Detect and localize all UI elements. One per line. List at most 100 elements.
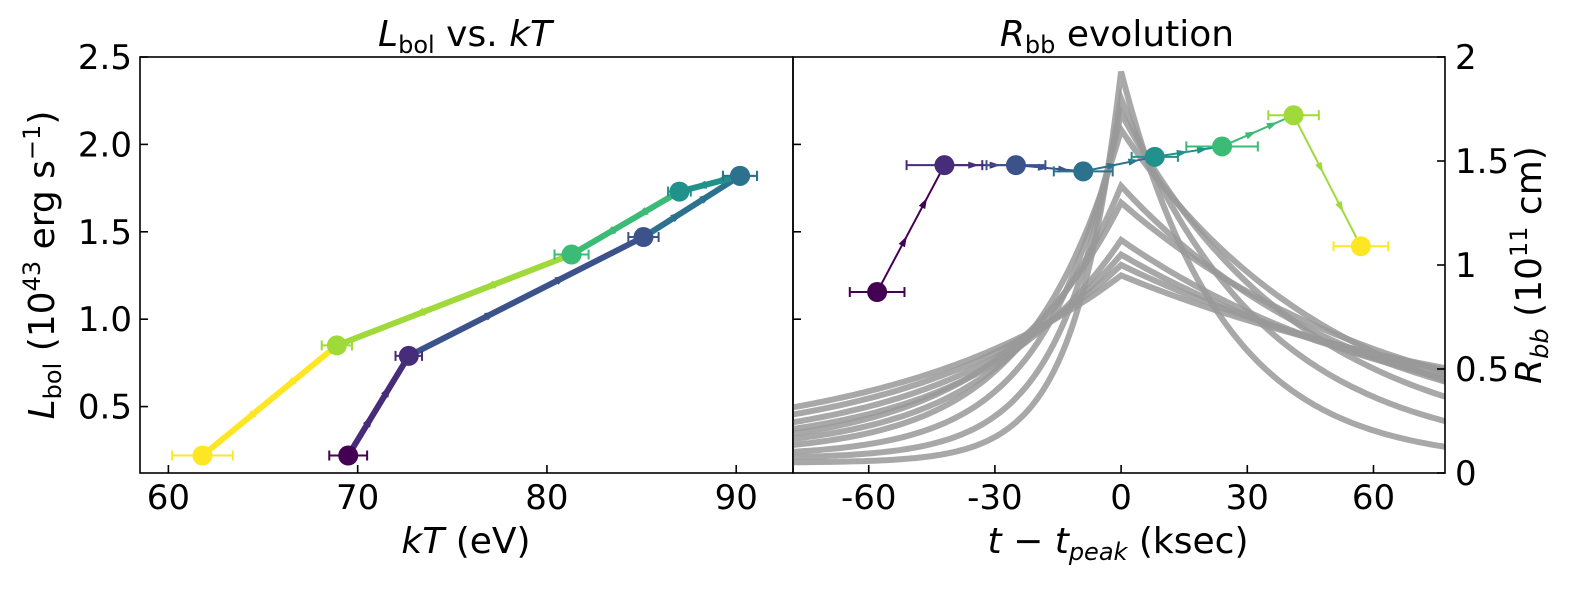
right-connector-arrow xyxy=(1176,149,1188,157)
left-axes-frame xyxy=(139,56,794,474)
right-xlabel-rest: (ksec) xyxy=(1127,521,1248,562)
left-data-point xyxy=(669,181,690,202)
left-series-segment xyxy=(676,172,744,195)
left-series-arrow xyxy=(603,226,617,237)
right-title-rest: evolution xyxy=(1055,14,1234,55)
right-gray-model-curve xyxy=(793,197,1445,437)
left-data-point xyxy=(338,445,359,466)
right-data-point xyxy=(867,282,888,303)
right-xlabel-t2: t xyxy=(1055,521,1071,562)
right-connector-line xyxy=(1221,114,1294,148)
left-y-tick-label: 1.5 xyxy=(78,213,132,253)
left-series-arrow xyxy=(635,207,649,218)
left-y-tick-label: 0.5 xyxy=(78,388,132,428)
right-y-tick-label: 1.5 xyxy=(1455,142,1509,182)
right-connector-line xyxy=(1292,114,1362,247)
right-x-tick-label: 60 xyxy=(1352,478,1395,518)
left-series-segment xyxy=(345,352,412,459)
left-data-point xyxy=(730,165,751,186)
right-ylabel-sub: bb xyxy=(1526,328,1554,358)
left-ylabel-rest2: erg s xyxy=(22,160,63,261)
left-ylabel-rest3: ) xyxy=(22,111,63,125)
right-data-point xyxy=(934,155,955,176)
left-x-tick-label: 60 xyxy=(147,478,190,518)
right-data-point xyxy=(1350,236,1371,257)
left-series-arrow xyxy=(482,280,497,289)
right-connector-line xyxy=(1015,164,1084,173)
right-x-tick-label: -30 xyxy=(967,478,1023,518)
right-xlabel-sub: peak xyxy=(1068,538,1129,566)
left-title-rest: vs. xyxy=(435,14,509,55)
right-data-point xyxy=(1005,155,1026,176)
right-y-tick-label: 2 xyxy=(1455,38,1477,78)
right-data-point xyxy=(1144,146,1165,167)
right-xlabel-t: t xyxy=(988,521,1004,562)
right-y-axis-label: Rbb (1011 cm) xyxy=(1505,146,1554,384)
right-x-tick-label: -60 xyxy=(841,478,897,518)
right-connector-line xyxy=(1154,145,1223,158)
right-title-main: R xyxy=(1000,14,1025,55)
left-ylabel-sup1: 43 xyxy=(18,261,46,292)
right-x-tick-label: 0 xyxy=(1110,478,1132,518)
right-title-sub: bb xyxy=(1025,31,1055,59)
left-series-arrow xyxy=(412,307,426,317)
right-data-point xyxy=(1212,136,1233,157)
right-connector-arrow xyxy=(1266,122,1278,130)
right-ylabel-rest2: cm) xyxy=(1509,146,1550,226)
right-panel-title: Rbb evolution xyxy=(1000,14,1234,59)
right-ticks: -60 -30 0 30 60 0 0.5 1 1.5 2 xyxy=(793,38,1509,518)
left-series-segment xyxy=(640,172,744,241)
left-series-arrow xyxy=(554,275,568,285)
left-ylabel-main: L xyxy=(22,399,63,419)
right-connector-arrow xyxy=(1196,146,1208,154)
left-series-arrow xyxy=(693,180,708,189)
left-x-tick-label: 70 xyxy=(336,478,379,518)
right-connector-arrow xyxy=(1244,131,1257,140)
left-data-point xyxy=(633,227,654,248)
left-series-segment xyxy=(568,188,683,258)
left-series-segment xyxy=(333,251,575,349)
right-ylabel-rest1: (10 xyxy=(1509,257,1550,328)
left-series-segment xyxy=(405,234,647,359)
left-series-segment xyxy=(199,342,340,459)
right-connector-arrow xyxy=(898,235,907,248)
left-title-sub: bol xyxy=(398,31,435,59)
left-data-point xyxy=(398,345,419,366)
left-series-arrow xyxy=(362,414,374,428)
right-panel: -60 -30 0 30 60 0 0.5 1 1.5 2 xyxy=(792,38,1509,518)
right-gray-curves xyxy=(793,70,1445,466)
right-connector-arrow xyxy=(1315,161,1324,173)
right-connector-arrow xyxy=(1335,201,1344,213)
left-series-arrow xyxy=(381,384,392,398)
right-y-tick-label: 0.5 xyxy=(1455,350,1509,390)
left-series-arrow xyxy=(670,211,684,223)
left-title-main: L xyxy=(378,14,398,55)
left-series-arrow xyxy=(699,193,713,204)
left-data-point xyxy=(561,244,582,265)
left-x-axis-label: kT (eV) xyxy=(401,521,530,562)
left-y-tick-label: 2.0 xyxy=(78,125,132,165)
left-series-arrow xyxy=(244,410,257,422)
right-data-point xyxy=(1073,161,1094,182)
left-y-axis-label: Lbol (1043 erg s−1) xyxy=(18,111,67,420)
left-y-tick-label: 2.5 xyxy=(78,38,132,78)
right-ylabel-sup: 11 xyxy=(1505,227,1533,258)
left-panel: 60 70 80 90 0.5 1.0 1.5 2.0 2.5 xyxy=(78,38,794,518)
right-ylabel-main: R xyxy=(1509,359,1550,384)
left-y-tick-label: 1.0 xyxy=(78,300,132,340)
right-gray-model-curve xyxy=(793,70,1445,466)
right-data-point xyxy=(1283,105,1304,126)
left-data-point xyxy=(192,445,213,466)
left-ticks: 60 70 80 90 0.5 1.0 1.5 2.0 2.5 xyxy=(78,38,758,518)
left-marks xyxy=(171,165,759,466)
left-title-kt: kT xyxy=(509,14,555,55)
left-ylabel-sup2: −1 xyxy=(18,125,46,160)
left-panel-title: Lbol vs. kT xyxy=(378,14,555,59)
left-ylabel-sub: bol xyxy=(39,363,67,400)
right-connector-arrow xyxy=(918,197,928,210)
left-xlabel-main: kT xyxy=(401,521,447,562)
right-connector-line xyxy=(1083,155,1155,173)
right-gray-model-curve xyxy=(793,271,1445,411)
right-y-tick-label: 0 xyxy=(1455,454,1477,494)
